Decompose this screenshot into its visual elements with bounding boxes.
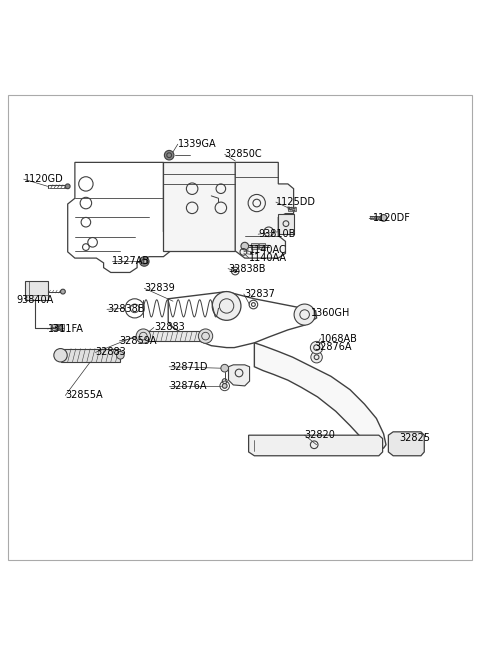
Bar: [24, 280, 48, 300]
Bar: [163, 162, 235, 251]
Text: 32838B: 32838B: [228, 263, 265, 274]
Circle shape: [164, 151, 174, 160]
Bar: [52, 324, 64, 330]
Text: 32855A: 32855A: [65, 390, 103, 400]
Text: 32883: 32883: [154, 322, 185, 333]
Text: 32825: 32825: [399, 432, 430, 443]
Circle shape: [311, 341, 323, 354]
Bar: [259, 243, 265, 250]
Text: 32839: 32839: [144, 283, 175, 293]
Text: 93810B: 93810B: [258, 229, 296, 239]
Text: 32820: 32820: [305, 430, 336, 440]
Text: 1327AB: 1327AB: [112, 257, 150, 267]
Circle shape: [294, 304, 315, 325]
Circle shape: [55, 326, 59, 329]
Bar: [60, 348, 120, 362]
Circle shape: [241, 242, 249, 250]
Polygon shape: [388, 432, 424, 456]
Text: 1140AC: 1140AC: [249, 245, 287, 255]
Text: 1120DF: 1120DF: [373, 214, 411, 223]
Circle shape: [198, 329, 213, 343]
Circle shape: [311, 352, 323, 363]
Text: 93840A: 93840A: [16, 295, 53, 305]
Circle shape: [117, 352, 124, 359]
Text: 32871D: 32871D: [169, 362, 208, 372]
Text: 32837: 32837: [244, 289, 275, 299]
Text: 1140AA: 1140AA: [249, 253, 287, 263]
Text: 32838B: 32838B: [107, 305, 144, 314]
Text: 1311FA: 1311FA: [48, 324, 84, 334]
Circle shape: [65, 184, 70, 189]
Text: 32850C: 32850C: [225, 149, 262, 159]
Circle shape: [212, 291, 241, 320]
Circle shape: [222, 383, 227, 388]
Circle shape: [221, 364, 228, 372]
Polygon shape: [228, 365, 250, 386]
Circle shape: [140, 257, 149, 266]
Bar: [251, 243, 258, 250]
Text: 32876A: 32876A: [169, 381, 207, 391]
Circle shape: [142, 259, 147, 264]
Text: 32883: 32883: [96, 347, 126, 358]
Circle shape: [59, 326, 62, 329]
Circle shape: [380, 215, 387, 221]
Bar: [288, 207, 297, 211]
Bar: [278, 214, 294, 234]
Text: 1120GD: 1120GD: [24, 174, 63, 184]
Bar: [370, 216, 384, 219]
Text: 1068AB: 1068AB: [321, 333, 358, 343]
Polygon shape: [254, 343, 386, 448]
Text: 32859A: 32859A: [120, 336, 157, 346]
Polygon shape: [235, 162, 294, 258]
Circle shape: [136, 329, 151, 343]
Text: 1339GA: 1339GA: [178, 140, 216, 149]
Text: 1125DD: 1125DD: [276, 197, 316, 207]
Bar: [144, 331, 205, 341]
Text: 32876A: 32876A: [314, 342, 352, 352]
Circle shape: [54, 348, 67, 362]
Polygon shape: [249, 435, 383, 456]
Text: 1360GH: 1360GH: [311, 308, 350, 318]
Circle shape: [60, 290, 65, 294]
